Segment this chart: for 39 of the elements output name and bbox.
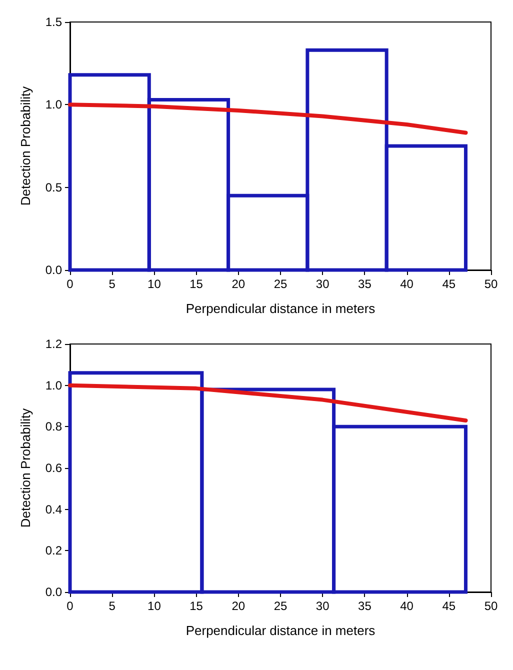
y-tick-label: 0.2 (45, 544, 62, 558)
y-tick-label: 1.0 (45, 98, 62, 112)
y-axis-title: Detection Probability (18, 408, 33, 528)
x-tick-label: 35 (358, 599, 372, 613)
x-tick-label: 40 (400, 599, 414, 613)
x-tick-label: 40 (400, 277, 414, 291)
x-tick-label: 30 (316, 599, 330, 613)
x-tick-label: 20 (232, 277, 246, 291)
y-tick-label: 0.8 (45, 420, 62, 434)
x-tick-label: 25 (274, 599, 288, 613)
x-tick-label: 10 (148, 599, 162, 613)
x-tick-label: 35 (358, 277, 372, 291)
x-tick-label: 45 (442, 277, 456, 291)
y-tick-label: 1.0 (45, 378, 62, 392)
x-tick-label: 25 (274, 277, 288, 291)
y-tick-label: 0.6 (45, 461, 62, 475)
line-series (68, 102, 468, 135)
x-tick-label: 15 (190, 599, 204, 613)
y-tick-label: 0.5 (45, 180, 62, 194)
x-tick-label: 50 (484, 277, 498, 291)
y-tick-label: 0.0 (45, 263, 62, 277)
y-tick-label: 0.0 (45, 585, 62, 599)
x-tick-label: 15 (190, 277, 204, 291)
y-axis-title: Detection Probability (18, 86, 33, 206)
y-tick-label: 1.2 (45, 337, 62, 351)
x-tick-label: 5 (108, 599, 116, 613)
x-tick-label: 50 (484, 599, 498, 613)
x-tick-label: 0 (66, 277, 74, 291)
x-axis-title: Perpendicular distance in meters (186, 623, 376, 638)
x-tick-label: 5 (108, 277, 116, 291)
y-tick-label: 1.5 (45, 15, 62, 29)
x-tick-label: 45 (442, 599, 456, 613)
x-tick-label: 20 (232, 599, 246, 613)
x-axis-title: Perpendicular distance in meters (186, 301, 376, 316)
x-tick-label: 10 (148, 277, 162, 291)
line-series (68, 383, 468, 422)
x-tick-label: 30 (316, 277, 330, 291)
x-tick-label: 0 (66, 599, 74, 613)
y-tick-label: 0.4 (45, 502, 62, 516)
